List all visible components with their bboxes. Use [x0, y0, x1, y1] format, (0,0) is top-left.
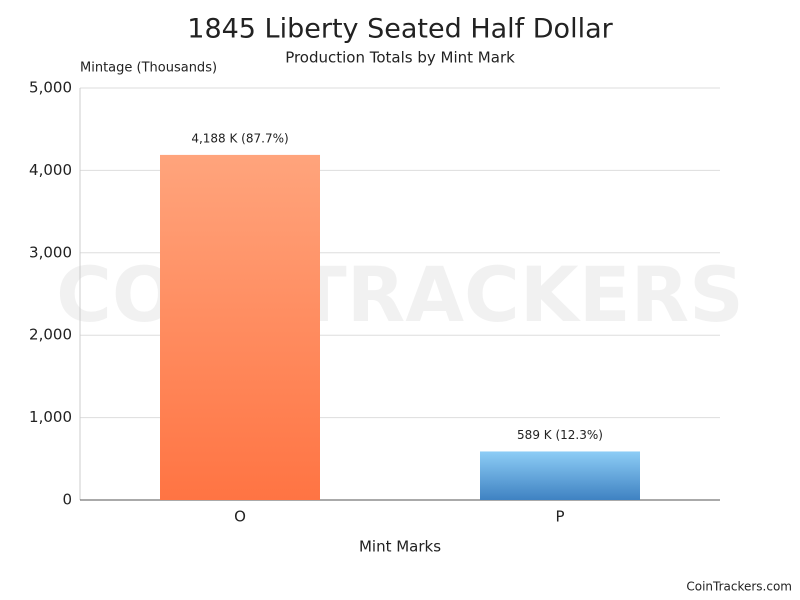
x-tick-label: P	[555, 508, 564, 526]
y-axis-label: Mintage (Thousands)	[80, 61, 217, 76]
y-tick-label: 1,000	[29, 408, 72, 426]
credit: CoinTrackers.com	[686, 580, 792, 594]
chart-subtitle: Production Totals by Mint Mark	[285, 49, 515, 67]
y-tick-label: 4,000	[29, 161, 72, 179]
value-label: 4,188 K (87.7%)	[191, 131, 288, 145]
x-tick-label: O	[234, 508, 246, 526]
bar	[480, 451, 640, 500]
y-tick-label: 2,000	[29, 326, 72, 344]
x-axis-label: Mint Marks	[359, 538, 441, 556]
bar	[160, 155, 320, 500]
y-tick-label: 0	[62, 491, 72, 509]
watermark: COIN TRACKERS	[56, 250, 744, 339]
y-tick-label: 3,000	[29, 243, 72, 261]
y-tick-label: 5,000	[29, 79, 72, 97]
chart-title: 1845 Liberty Seated Half Dollar	[187, 14, 613, 45]
value-label: 589 K (12.3%)	[517, 428, 603, 442]
